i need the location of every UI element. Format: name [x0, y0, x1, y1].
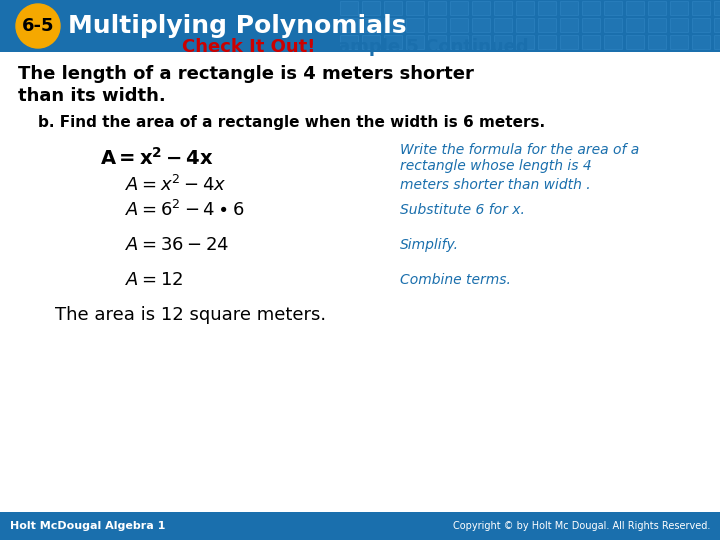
Text: b. Find the area of a rectangle when the width is 6 meters.: b. Find the area of a rectangle when the… [38, 116, 545, 131]
FancyBboxPatch shape [472, 35, 490, 49]
Text: than its width.: than its width. [18, 87, 166, 105]
FancyBboxPatch shape [714, 18, 720, 32]
FancyBboxPatch shape [428, 18, 446, 32]
FancyBboxPatch shape [0, 0, 720, 52]
FancyBboxPatch shape [516, 35, 534, 49]
FancyBboxPatch shape [560, 18, 578, 32]
FancyBboxPatch shape [692, 1, 710, 15]
FancyBboxPatch shape [406, 1, 424, 15]
FancyBboxPatch shape [362, 1, 380, 15]
FancyBboxPatch shape [384, 35, 402, 49]
FancyBboxPatch shape [494, 35, 512, 49]
Text: Holt McDougal Algebra 1: Holt McDougal Algebra 1 [10, 521, 166, 531]
FancyBboxPatch shape [362, 35, 380, 49]
Text: $A = 36 - 24$: $A = 36 - 24$ [125, 236, 229, 254]
Text: $\mathbf{A = x^2 - 4x}$: $\mathbf{A = x^2 - 4x}$ [100, 147, 214, 169]
FancyBboxPatch shape [472, 1, 490, 15]
FancyBboxPatch shape [450, 35, 468, 49]
Text: Write the formula for the area of a: Write the formula for the area of a [400, 143, 639, 157]
Text: Copyright © by Holt Mc Dougal. All Rights Reserved.: Copyright © by Holt Mc Dougal. All Right… [453, 521, 710, 531]
FancyBboxPatch shape [582, 18, 600, 32]
Text: Example 5 Continued: Example 5 Continued [308, 38, 528, 56]
FancyBboxPatch shape [648, 18, 666, 32]
FancyBboxPatch shape [494, 1, 512, 15]
Text: The length of a rectangle is 4 meters shorter: The length of a rectangle is 4 meters sh… [18, 65, 474, 83]
FancyBboxPatch shape [494, 18, 512, 32]
Text: Multiplying Polynomials: Multiplying Polynomials [68, 14, 407, 38]
FancyBboxPatch shape [362, 18, 380, 32]
FancyBboxPatch shape [538, 18, 556, 32]
FancyBboxPatch shape [626, 1, 644, 15]
FancyBboxPatch shape [560, 35, 578, 49]
FancyBboxPatch shape [428, 1, 446, 15]
FancyBboxPatch shape [626, 18, 644, 32]
Text: Simplify.: Simplify. [400, 238, 459, 252]
FancyBboxPatch shape [582, 35, 600, 49]
FancyBboxPatch shape [340, 1, 358, 15]
Text: 6-5: 6-5 [22, 17, 54, 35]
Text: Check It Out!: Check It Out! [182, 38, 315, 56]
FancyBboxPatch shape [0, 512, 720, 540]
Text: The area is 12 square meters.: The area is 12 square meters. [55, 306, 326, 324]
FancyBboxPatch shape [648, 35, 666, 49]
FancyBboxPatch shape [450, 18, 468, 32]
FancyBboxPatch shape [670, 1, 688, 15]
FancyBboxPatch shape [604, 1, 622, 15]
FancyBboxPatch shape [692, 18, 710, 32]
FancyBboxPatch shape [692, 35, 710, 49]
Text: meters shorter than width .: meters shorter than width . [400, 178, 590, 192]
Text: $A = x^2 - 4x$: $A = x^2 - 4x$ [125, 175, 227, 195]
FancyBboxPatch shape [516, 18, 534, 32]
FancyBboxPatch shape [670, 35, 688, 49]
FancyBboxPatch shape [384, 18, 402, 32]
FancyBboxPatch shape [714, 1, 720, 15]
FancyBboxPatch shape [648, 1, 666, 15]
FancyBboxPatch shape [560, 1, 578, 15]
FancyBboxPatch shape [516, 1, 534, 15]
FancyBboxPatch shape [406, 35, 424, 49]
FancyBboxPatch shape [582, 1, 600, 15]
Text: Combine terms.: Combine terms. [400, 273, 511, 287]
FancyBboxPatch shape [538, 35, 556, 49]
FancyBboxPatch shape [714, 35, 720, 49]
Circle shape [16, 4, 60, 48]
Text: Substitute 6 for x.: Substitute 6 for x. [400, 203, 525, 217]
Text: $A = 12$: $A = 12$ [125, 271, 184, 289]
FancyBboxPatch shape [450, 1, 468, 15]
FancyBboxPatch shape [406, 18, 424, 32]
FancyBboxPatch shape [604, 18, 622, 32]
FancyBboxPatch shape [340, 18, 358, 32]
FancyBboxPatch shape [604, 35, 622, 49]
FancyBboxPatch shape [670, 18, 688, 32]
FancyBboxPatch shape [384, 1, 402, 15]
FancyBboxPatch shape [538, 1, 556, 15]
FancyBboxPatch shape [472, 18, 490, 32]
Text: $A = 6^2 - 4 \bullet 6$: $A = 6^2 - 4 \bullet 6$ [125, 200, 245, 220]
Text: rectangle whose length is 4: rectangle whose length is 4 [400, 159, 592, 173]
FancyBboxPatch shape [626, 35, 644, 49]
FancyBboxPatch shape [428, 35, 446, 49]
FancyBboxPatch shape [340, 35, 358, 49]
